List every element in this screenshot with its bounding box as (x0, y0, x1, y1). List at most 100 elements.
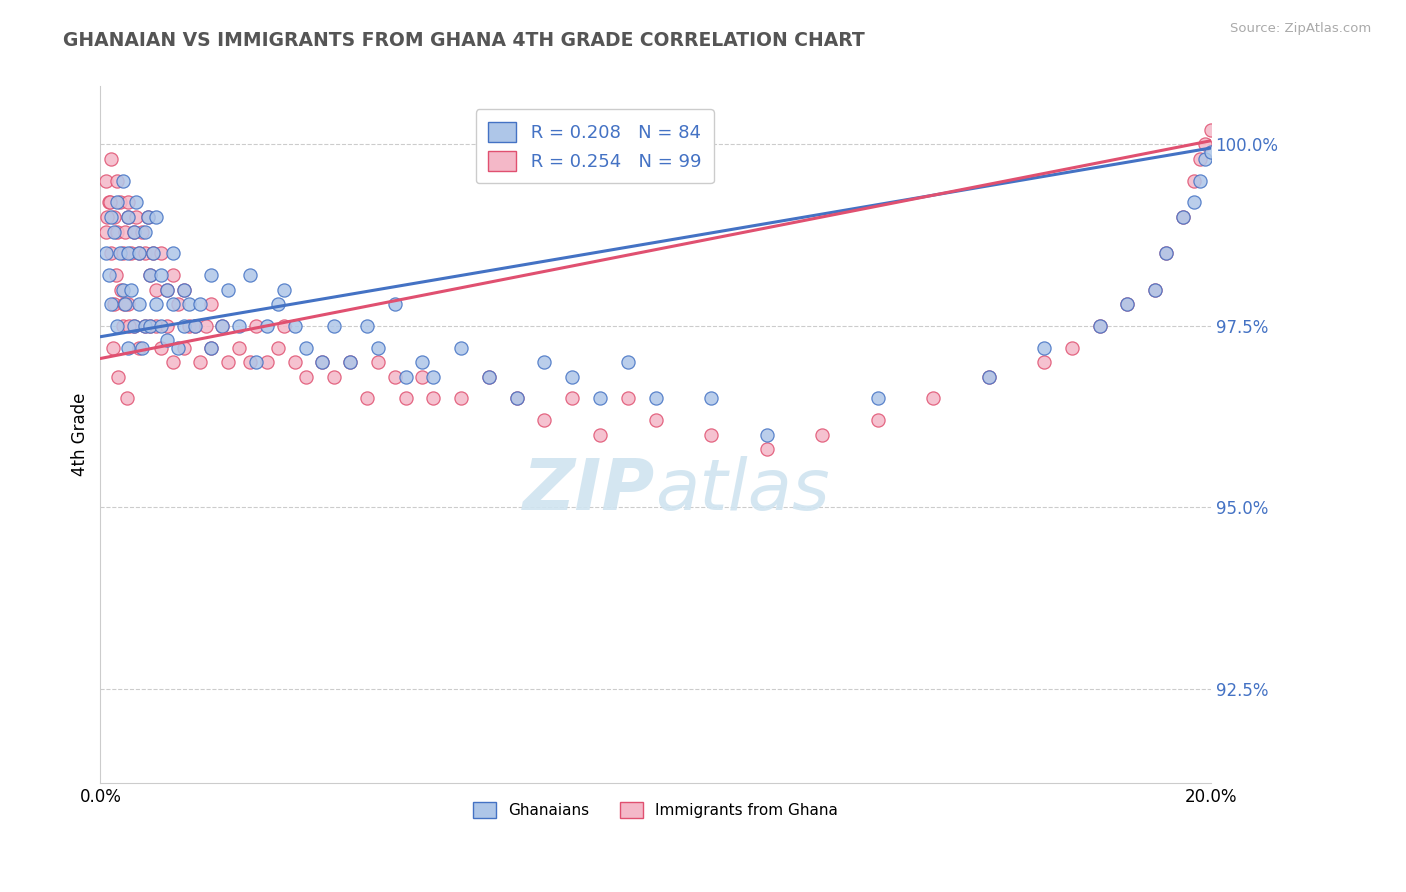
Point (162, 246, 184, 260)
Point (117, 341, 139, 355)
Point (173, 318, 195, 333)
Point (1060, 341, 1083, 355)
Point (156, 283, 179, 297)
Point (228, 318, 250, 333)
Point (117, 210, 139, 224)
Point (188, 297, 211, 311)
Point (111, 283, 134, 297)
Point (108, 246, 131, 260)
Point (94, 225, 117, 239)
Point (162, 297, 184, 311)
Point (103, 225, 125, 239)
Point (117, 210, 139, 224)
Point (294, 369, 316, 384)
Point (256, 355, 278, 369)
Point (367, 341, 389, 355)
Point (506, 392, 529, 406)
Point (105, 195, 128, 210)
Point (1194, 137, 1216, 152)
Point (100, 297, 122, 311)
Point (111, 174, 134, 188)
Y-axis label: 4th Grade: 4th Grade (72, 393, 89, 476)
Point (384, 369, 406, 384)
Point (1188, 174, 1211, 188)
Point (179, 297, 201, 311)
Point (105, 174, 128, 188)
Point (156, 283, 179, 297)
Point (1033, 355, 1056, 369)
Point (866, 392, 889, 406)
Point (644, 413, 666, 427)
Point (977, 369, 1000, 384)
Point (1088, 318, 1111, 333)
Point (589, 427, 612, 442)
Point (131, 225, 153, 239)
Point (173, 341, 195, 355)
Point (200, 297, 222, 311)
Point (142, 246, 165, 260)
Point (589, 392, 612, 406)
Point (217, 283, 239, 297)
Point (173, 283, 195, 297)
Point (267, 341, 290, 355)
Point (100, 152, 122, 166)
Point (128, 341, 150, 355)
Point (1171, 210, 1194, 224)
Point (1171, 210, 1194, 224)
Point (105, 318, 128, 333)
Point (194, 318, 217, 333)
Point (1199, 123, 1222, 137)
Point (125, 195, 148, 210)
Point (183, 318, 205, 333)
Point (922, 392, 945, 406)
Point (145, 318, 167, 333)
Point (616, 355, 638, 369)
Point (110, 283, 132, 297)
Point (422, 369, 444, 384)
Point (239, 268, 262, 282)
Point (118, 318, 141, 333)
Point (533, 413, 555, 427)
Legend: Ghanaians, Immigrants from Ghana: Ghanaians, Immigrants from Ghana (467, 796, 844, 824)
Point (245, 355, 267, 369)
Point (156, 334, 179, 348)
Point (122, 318, 145, 333)
Point (183, 318, 205, 333)
Point (111, 246, 134, 260)
Point (644, 392, 666, 406)
Point (395, 392, 418, 406)
Point (139, 318, 162, 333)
Point (150, 246, 173, 260)
Point (211, 318, 233, 333)
Point (97, 268, 120, 282)
Point (450, 392, 472, 406)
Point (117, 195, 139, 210)
Point (114, 225, 136, 239)
Point (139, 268, 162, 282)
Point (339, 355, 361, 369)
Point (1182, 195, 1205, 210)
Point (107, 369, 129, 384)
Point (239, 355, 262, 369)
Point (478, 369, 501, 384)
Point (1088, 318, 1111, 333)
Point (1154, 246, 1177, 260)
Point (150, 318, 173, 333)
Point (100, 246, 122, 260)
Point (100, 210, 122, 224)
Point (179, 318, 201, 333)
Point (128, 297, 150, 311)
Point (273, 283, 295, 297)
Point (134, 318, 156, 333)
Point (134, 246, 156, 260)
Point (1033, 341, 1056, 355)
Point (311, 355, 333, 369)
Point (115, 392, 138, 406)
Point (367, 355, 389, 369)
Point (1154, 246, 1177, 260)
Point (125, 210, 148, 224)
Point (98, 195, 121, 210)
Point (150, 341, 173, 355)
Point (284, 318, 307, 333)
Point (1144, 283, 1167, 297)
